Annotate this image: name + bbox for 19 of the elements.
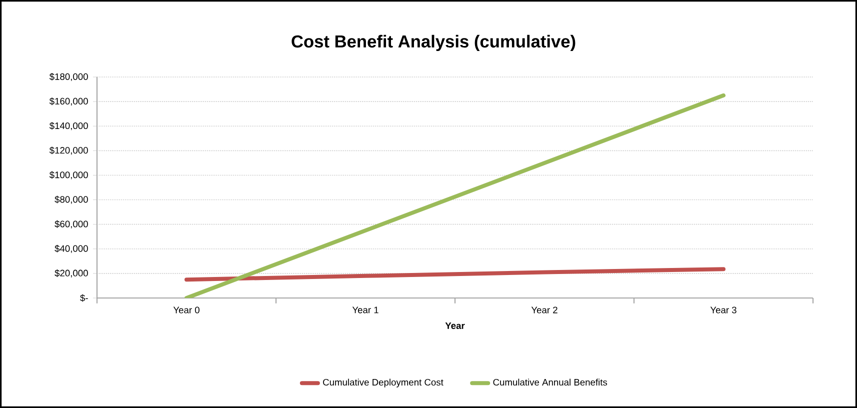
x-tick-label: Year 2 [531, 306, 558, 314]
y-tick-label: $160,000 [49, 98, 88, 106]
y-tick-label: $80,000 [54, 196, 88, 204]
legend-label: Cumulative Annual Benefits [493, 378, 608, 386]
x-tick-label: Year 0 [173, 306, 200, 314]
y-tick-label: $40,000 [54, 244, 88, 253]
y-tick-label: $140,000 [49, 122, 88, 130]
y-tick-label: $120,000 [49, 146, 88, 155]
chart-title: Cost Benefit Analysis (cumulative) [292, 34, 576, 52]
line-series [184, 267, 726, 282]
y-tick-label: $20,000 [54, 269, 88, 278]
y-tick-label: $100,000 [49, 171, 88, 180]
x-axis-title: Year [445, 322, 465, 329]
x-tick-label: Year 3 [710, 306, 736, 314]
x-tick-label: Year 1 [352, 306, 378, 314]
y-tick-label: $180,000 [49, 72, 88, 82]
y-tick-label: $- [80, 294, 88, 302]
y-tick-label: $60,000 [54, 220, 88, 228]
legend-label: Cumulative Deployment Cost [323, 378, 444, 388]
